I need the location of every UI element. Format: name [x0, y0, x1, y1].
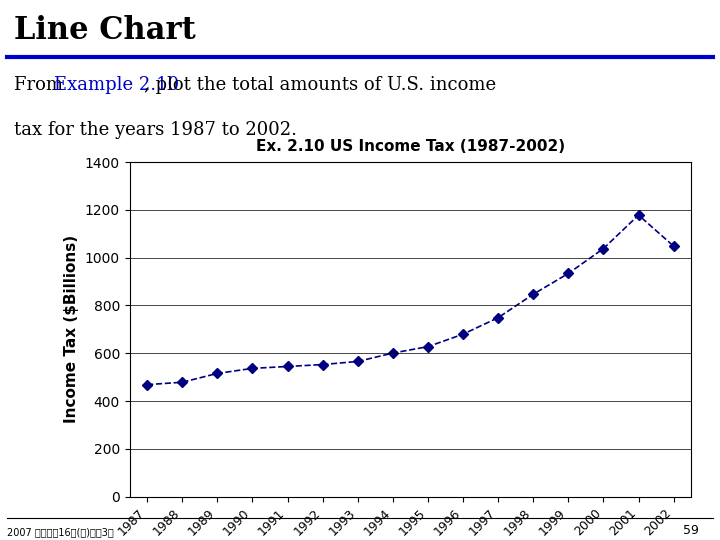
- Text: , plot the total amounts of U.S. income: , plot the total amounts of U.S. income: [144, 76, 496, 93]
- Text: Example 2.10: Example 2.10: [54, 76, 179, 93]
- Text: 59: 59: [683, 524, 698, 537]
- Text: tax for the years 1987 to 2002.: tax for the years 1987 to 2002.: [14, 121, 297, 139]
- Text: Line Chart: Line Chart: [14, 15, 196, 46]
- Text: From: From: [14, 76, 69, 93]
- Y-axis label: Income Tax ($Billions): Income Tax ($Billions): [64, 235, 79, 423]
- Title: Ex. 2.10 US Income Tax (1987-2002): Ex. 2.10 US Income Tax (1987-2002): [256, 139, 565, 154]
- Text: 2007 请学第入16章(一)最影3题: 2007 请学第入16章(一)最影3题: [7, 527, 114, 537]
